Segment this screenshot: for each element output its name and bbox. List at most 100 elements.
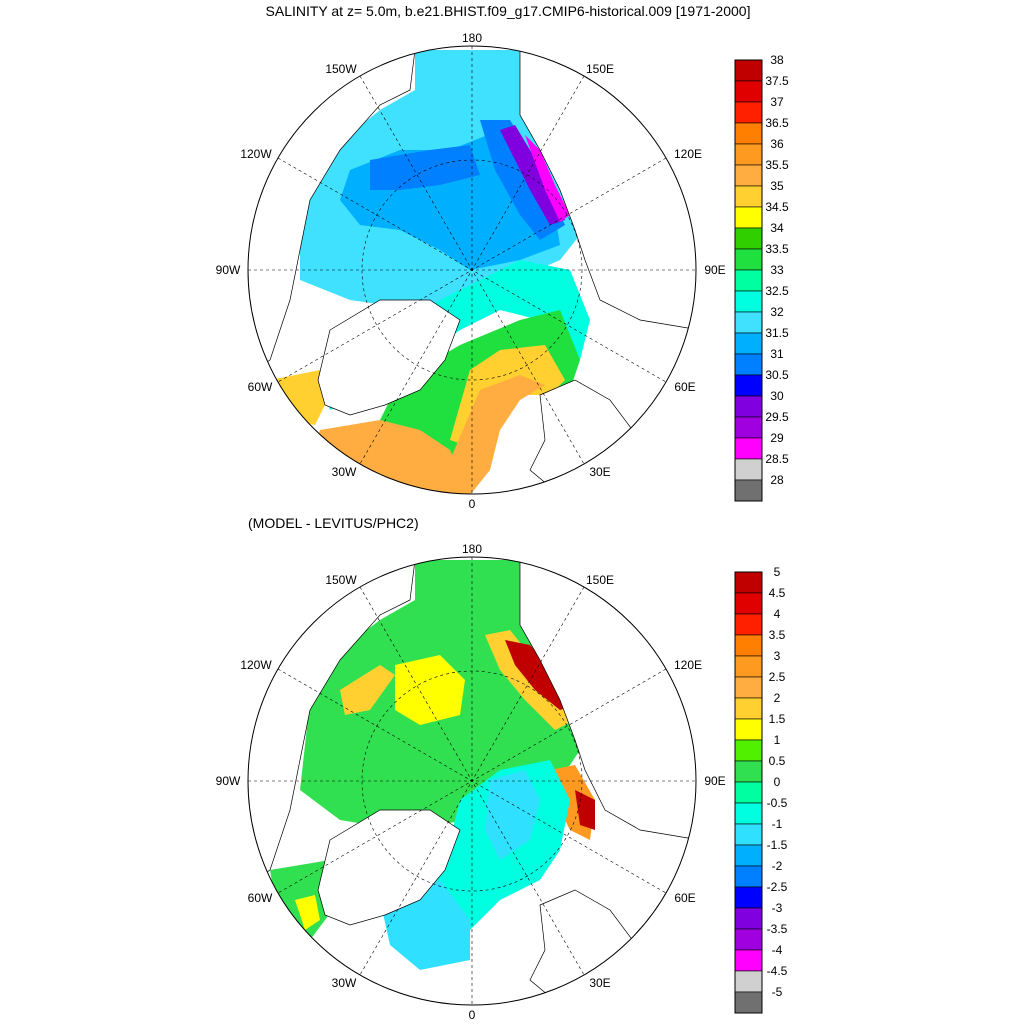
difference-colorbar: 5 4.5 4 3.5 3 2.5 2 1.5 1 0.5 0 -0.5 -1 -1.5 -2 -2.5 -3 -… xyxy=(734,565,788,1014)
colorbar-label: 33.5 xyxy=(765,242,789,256)
colorbar-label: -2.5 xyxy=(767,880,788,894)
colorbar-swatch xyxy=(734,760,763,783)
colorbar-swatch xyxy=(734,865,763,888)
colorbar-label: -3.5 xyxy=(767,922,788,936)
lon-label-90e: 90E xyxy=(704,263,725,277)
lon-label-180: 180 xyxy=(462,31,482,45)
colorbar-swatch xyxy=(734,844,763,867)
colorbar-label: -1.5 xyxy=(767,838,788,852)
colorbar-swatch xyxy=(734,886,763,909)
colorbar-swatch xyxy=(734,676,763,699)
lena-plume-core xyxy=(525,135,570,222)
diff-lon-label-150e: 150E xyxy=(586,573,614,587)
colorbar-label: -3 xyxy=(772,901,783,915)
colorbar-swatch xyxy=(734,59,763,82)
colorbar-swatch xyxy=(734,269,763,292)
colorbar-label: 3.5 xyxy=(769,628,786,642)
colorbar-swatch xyxy=(734,416,763,439)
colorbar-label: 1 xyxy=(774,733,781,747)
diff-beaufort-field xyxy=(395,655,465,725)
colorbar-swatch xyxy=(734,970,763,993)
diff-baffin-positive xyxy=(295,895,320,930)
lon-label-60e: 60E xyxy=(674,380,695,394)
colorbar-label: -2 xyxy=(772,859,783,873)
colorbar-swatch xyxy=(734,437,763,460)
diff-barents-negative xyxy=(485,770,540,860)
diff-lon-label-120w: 120W xyxy=(240,658,272,672)
colorbar-swatch xyxy=(734,823,763,846)
diff-mackenzie-field xyxy=(340,665,395,715)
diff-lon-label-90e: 90E xyxy=(704,774,725,788)
colorbar-label: 29 xyxy=(770,431,784,445)
lon-label-120w: 120W xyxy=(240,147,272,161)
colorbar-outline xyxy=(734,571,763,1014)
diff-lon-label-90w: 90W xyxy=(216,774,241,788)
colorbar-label: -5 xyxy=(772,985,783,999)
colorbar-swatch xyxy=(734,458,763,481)
lon-label-30w: 30W xyxy=(332,465,357,479)
lena-plume-field xyxy=(500,125,565,225)
diff-lon-label-150w: 150W xyxy=(325,573,357,587)
colorbar-swatch xyxy=(734,479,763,502)
colorbar-swatch xyxy=(734,122,763,145)
colorbar-label: 4.5 xyxy=(769,586,786,600)
colorbar-label: 5 xyxy=(774,565,781,579)
colorbar-swatch xyxy=(734,781,763,804)
diff-lon-label-180: 180 xyxy=(462,542,482,556)
colorbar-swatch xyxy=(734,907,763,930)
colorbar-label: 37.5 xyxy=(765,74,789,88)
colorbar-label: 31.5 xyxy=(765,326,789,340)
diff-graticule xyxy=(248,557,696,1005)
colorbar-outline xyxy=(734,59,763,502)
colorbar-label: 1.5 xyxy=(769,712,786,726)
colorbar-label: 32.5 xyxy=(765,284,789,298)
colorbar-swatch xyxy=(734,395,763,418)
colorbar-swatch xyxy=(734,227,763,250)
colorbar-swatch xyxy=(734,374,763,397)
diff-kara-core xyxy=(575,790,595,830)
colorbar-label: 29.5 xyxy=(765,410,789,424)
colorbar-label: 35 xyxy=(770,179,784,193)
colorbar-label: 28 xyxy=(770,473,784,487)
bottom-map-title: (MODEL - LEVITUS/PHC2) xyxy=(248,515,419,531)
colorbar-swatch xyxy=(734,185,763,208)
lon-label-60w: 60W xyxy=(248,380,273,394)
colorbar-label: 4 xyxy=(774,607,781,621)
colorbar-swatch xyxy=(734,739,763,762)
colorbar-label: 34 xyxy=(770,221,784,235)
colorbar-label: -4.5 xyxy=(767,964,788,978)
colorbar-label: 35.5 xyxy=(765,158,789,172)
colorbar-label: 31 xyxy=(770,347,784,361)
colorbar-label: 28.5 xyxy=(765,452,789,466)
top-map-title: SALINITY at z= 5.0m, b.e21.BHIST.f09_g17… xyxy=(266,3,751,19)
colorbar-swatch xyxy=(734,655,763,678)
colorbar-swatch xyxy=(734,928,763,951)
diff-lon-label-120e: 120E xyxy=(674,658,702,672)
colorbar-swatch xyxy=(734,634,763,657)
colorbar-swatch xyxy=(734,290,763,313)
colorbar-label: 34.5 xyxy=(765,200,789,214)
colorbar-swatch xyxy=(734,697,763,720)
deep-fresh-field xyxy=(370,145,480,190)
diff-lon-label-60w: 60W xyxy=(248,891,273,905)
lon-label-30e: 30E xyxy=(589,465,610,479)
colorbar-label: 0.5 xyxy=(769,754,786,768)
colorbar-swatch xyxy=(734,248,763,271)
lon-label-150w: 150W xyxy=(325,62,357,76)
colorbar-label: 33 xyxy=(770,263,784,277)
lon-label-150e: 150E xyxy=(586,62,614,76)
difference-map: 180 150E 120E 90E 60E 30E 0 30W 60W 90W … xyxy=(216,542,726,1022)
colorbar-swatch xyxy=(734,949,763,972)
colorbar-label: 0 xyxy=(774,775,781,789)
greenland-land xyxy=(317,299,461,416)
colorbar-label: -0.5 xyxy=(767,796,788,810)
colorbar-swatch xyxy=(734,164,763,187)
colorbar-label: 38 xyxy=(770,53,784,67)
colorbar-swatch xyxy=(734,802,763,825)
colorbar-label: 2.5 xyxy=(769,670,786,684)
colorbar-label: -1 xyxy=(772,817,783,831)
colorbar-swatch xyxy=(734,80,763,103)
diff-lon-label-60e: 60E xyxy=(674,891,695,905)
colorbar-label: 2 xyxy=(774,691,781,705)
